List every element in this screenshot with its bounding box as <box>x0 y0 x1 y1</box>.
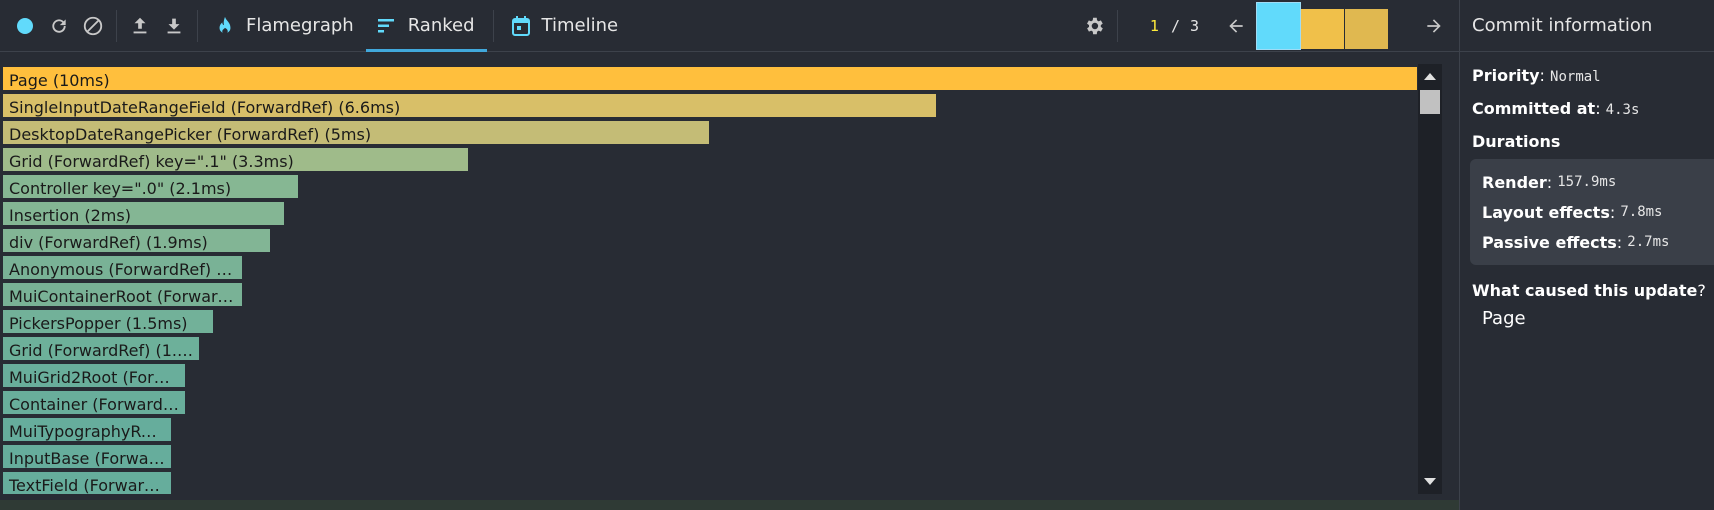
tab-flamegraph[interactable]: Flamegraph <box>204 0 366 52</box>
priority-row: Priority: Normal <box>1472 66 1601 85</box>
ranked-chart: Page (10ms) SingleInputDateRangeField (Fo… <box>0 64 1418 494</box>
update-cause-heading: What caused this update? <box>1460 281 1714 300</box>
render-value: 157.9ms <box>1557 174 1617 190</box>
tab-timeline-label: Timeline <box>541 15 619 36</box>
upload-icon <box>133 17 147 33</box>
ranked-bar[interactable]: PickersPopper (1.5ms) <box>2 309 214 334</box>
commit-total: 3 <box>1189 17 1199 35</box>
profiler-settings-button[interactable] <box>1077 0 1111 52</box>
commit-navigation: 1 / 3 <box>1077 0 1459 52</box>
layout-effects-label: Layout effects <box>1482 202 1610 222</box>
record-icon <box>17 17 33 34</box>
ranked-bar[interactable]: MuiGrid2Root (Forw... <box>2 363 186 388</box>
update-cause-item[interactable]: Page <box>1482 308 1526 329</box>
ranked-bar[interactable]: SingleInputDateRangeField (ForwardRef) (… <box>2 93 937 118</box>
flame-icon <box>216 16 234 36</box>
save-profile-button[interactable] <box>157 0 191 52</box>
commit-current: 1 <box>1149 17 1159 35</box>
previous-commit-button[interactable] <box>1219 0 1253 52</box>
record-button[interactable] <box>8 0 42 52</box>
passive-effects-label: Passive effects <box>1482 232 1617 252</box>
scroll-down-arrow[interactable] <box>1424 478 1436 485</box>
committed-at-value: 4.3s <box>1605 102 1640 118</box>
ranked-bar[interactable]: Controller key=".0" (2.1ms) <box>2 174 299 199</box>
gear-icon <box>1086 17 1103 35</box>
durations-box: Render: 157.9ms Layout effects: 7.8ms Pa… <box>1470 159 1714 265</box>
calendar-icon <box>511 15 530 36</box>
tab-flamegraph-label: Flamegraph <box>246 15 354 36</box>
toolbar-separator <box>116 9 117 42</box>
ranked-icon <box>377 18 396 34</box>
ranked-bar[interactable]: MuiContainerRoot (Forward... <box>2 282 243 307</box>
tab-ranked-label: Ranked <box>407 15 475 36</box>
commit-bar[interactable] <box>1256 2 1301 50</box>
sidebar-title: Commit information <box>1460 0 1714 52</box>
commit-bar[interactable] <box>1345 9 1388 49</box>
durations-label: Durations <box>1472 132 1561 151</box>
toolbar-separator <box>197 9 198 42</box>
ranked-bar[interactable]: Page (10ms) <box>2 66 1418 91</box>
reload-icon <box>52 18 66 33</box>
ranked-bar[interactable]: DesktopDateRangePicker (ForwardRef) (5ms… <box>2 120 710 145</box>
commit-information-sidebar: Commit information Priority: Normal Comm… <box>1459 0 1714 510</box>
clear-icon <box>83 16 103 35</box>
ranked-bar[interactable]: MuiTypographyRo... <box>2 417 172 442</box>
render-label: Render <box>1482 172 1547 192</box>
passive-effects-value: 2.7ms <box>1627 234 1670 250</box>
ranked-bar[interactable]: TextField (Forward... <box>2 471 172 494</box>
priority-value: Normal <box>1550 69 1601 85</box>
committed-at-row: Committed at: 4.3s <box>1472 99 1640 118</box>
load-profile-button[interactable] <box>123 0 157 52</box>
clear-button[interactable] <box>76 0 110 52</box>
reload-and-profile-button[interactable] <box>42 0 76 52</box>
download-icon <box>167 18 181 33</box>
ranked-bar[interactable]: Container (ForwardR... <box>2 390 186 415</box>
update-cause-question: ? <box>1697 281 1706 300</box>
toolbar-separator <box>1116 10 1118 42</box>
layout-effects-value: 7.8ms <box>1620 204 1663 220</box>
commit-selector[interactable] <box>1256 2 1389 50</box>
committed-at-label: Committed at <box>1472 99 1596 118</box>
tab-ranked[interactable]: Ranked <box>365 0 487 52</box>
next-commit-button[interactable] <box>1417 0 1451 52</box>
commit-bar[interactable] <box>1301 9 1344 49</box>
render-duration-row: Render: 157.9ms <box>1482 172 1617 192</box>
arrow-left-icon <box>1229 19 1243 33</box>
ranked-bar[interactable]: div (ForwardRef) (1.9ms) <box>2 228 271 253</box>
ranked-bar[interactable]: Grid (ForwardRef) (1.4... <box>2 336 200 361</box>
commit-separator: / <box>1170 17 1180 35</box>
profiler-toolbar: Flamegraph Ranked Timeline <box>0 0 1459 52</box>
update-cause-label: What caused this update <box>1472 281 1698 300</box>
scroll-up-arrow[interactable] <box>1424 73 1436 80</box>
ranked-bar[interactable]: Insertion (2ms) <box>2 201 285 226</box>
ranked-bar[interactable]: Grid (ForwardRef) key=".1" (3.3ms) <box>2 147 469 172</box>
ranked-bar[interactable]: Anonymous (ForwardRef) (... <box>2 255 243 280</box>
ranked-chart-scrollbar[interactable] <box>1418 64 1442 494</box>
profiler-main-panel: Flamegraph Ranked Timeline <box>0 0 1459 510</box>
durations-heading: Durations <box>1460 132 1714 151</box>
ranked-bar[interactable]: InputBase (Forwar... <box>2 444 172 469</box>
arrow-right-icon <box>1427 19 1441 33</box>
tab-timeline[interactable]: Timeline <box>500 0 631 52</box>
passive-effects-row: Passive effects: 2.7ms <box>1482 232 1670 252</box>
status-strip <box>0 500 1459 510</box>
toolbar-separator <box>492 9 494 42</box>
priority-label: Priority <box>1472 66 1540 85</box>
commit-counter: 1 / 3 <box>1124 17 1219 35</box>
scrollbar-thumb[interactable] <box>1420 90 1440 114</box>
layout-effects-row: Layout effects: 7.8ms <box>1482 202 1663 222</box>
